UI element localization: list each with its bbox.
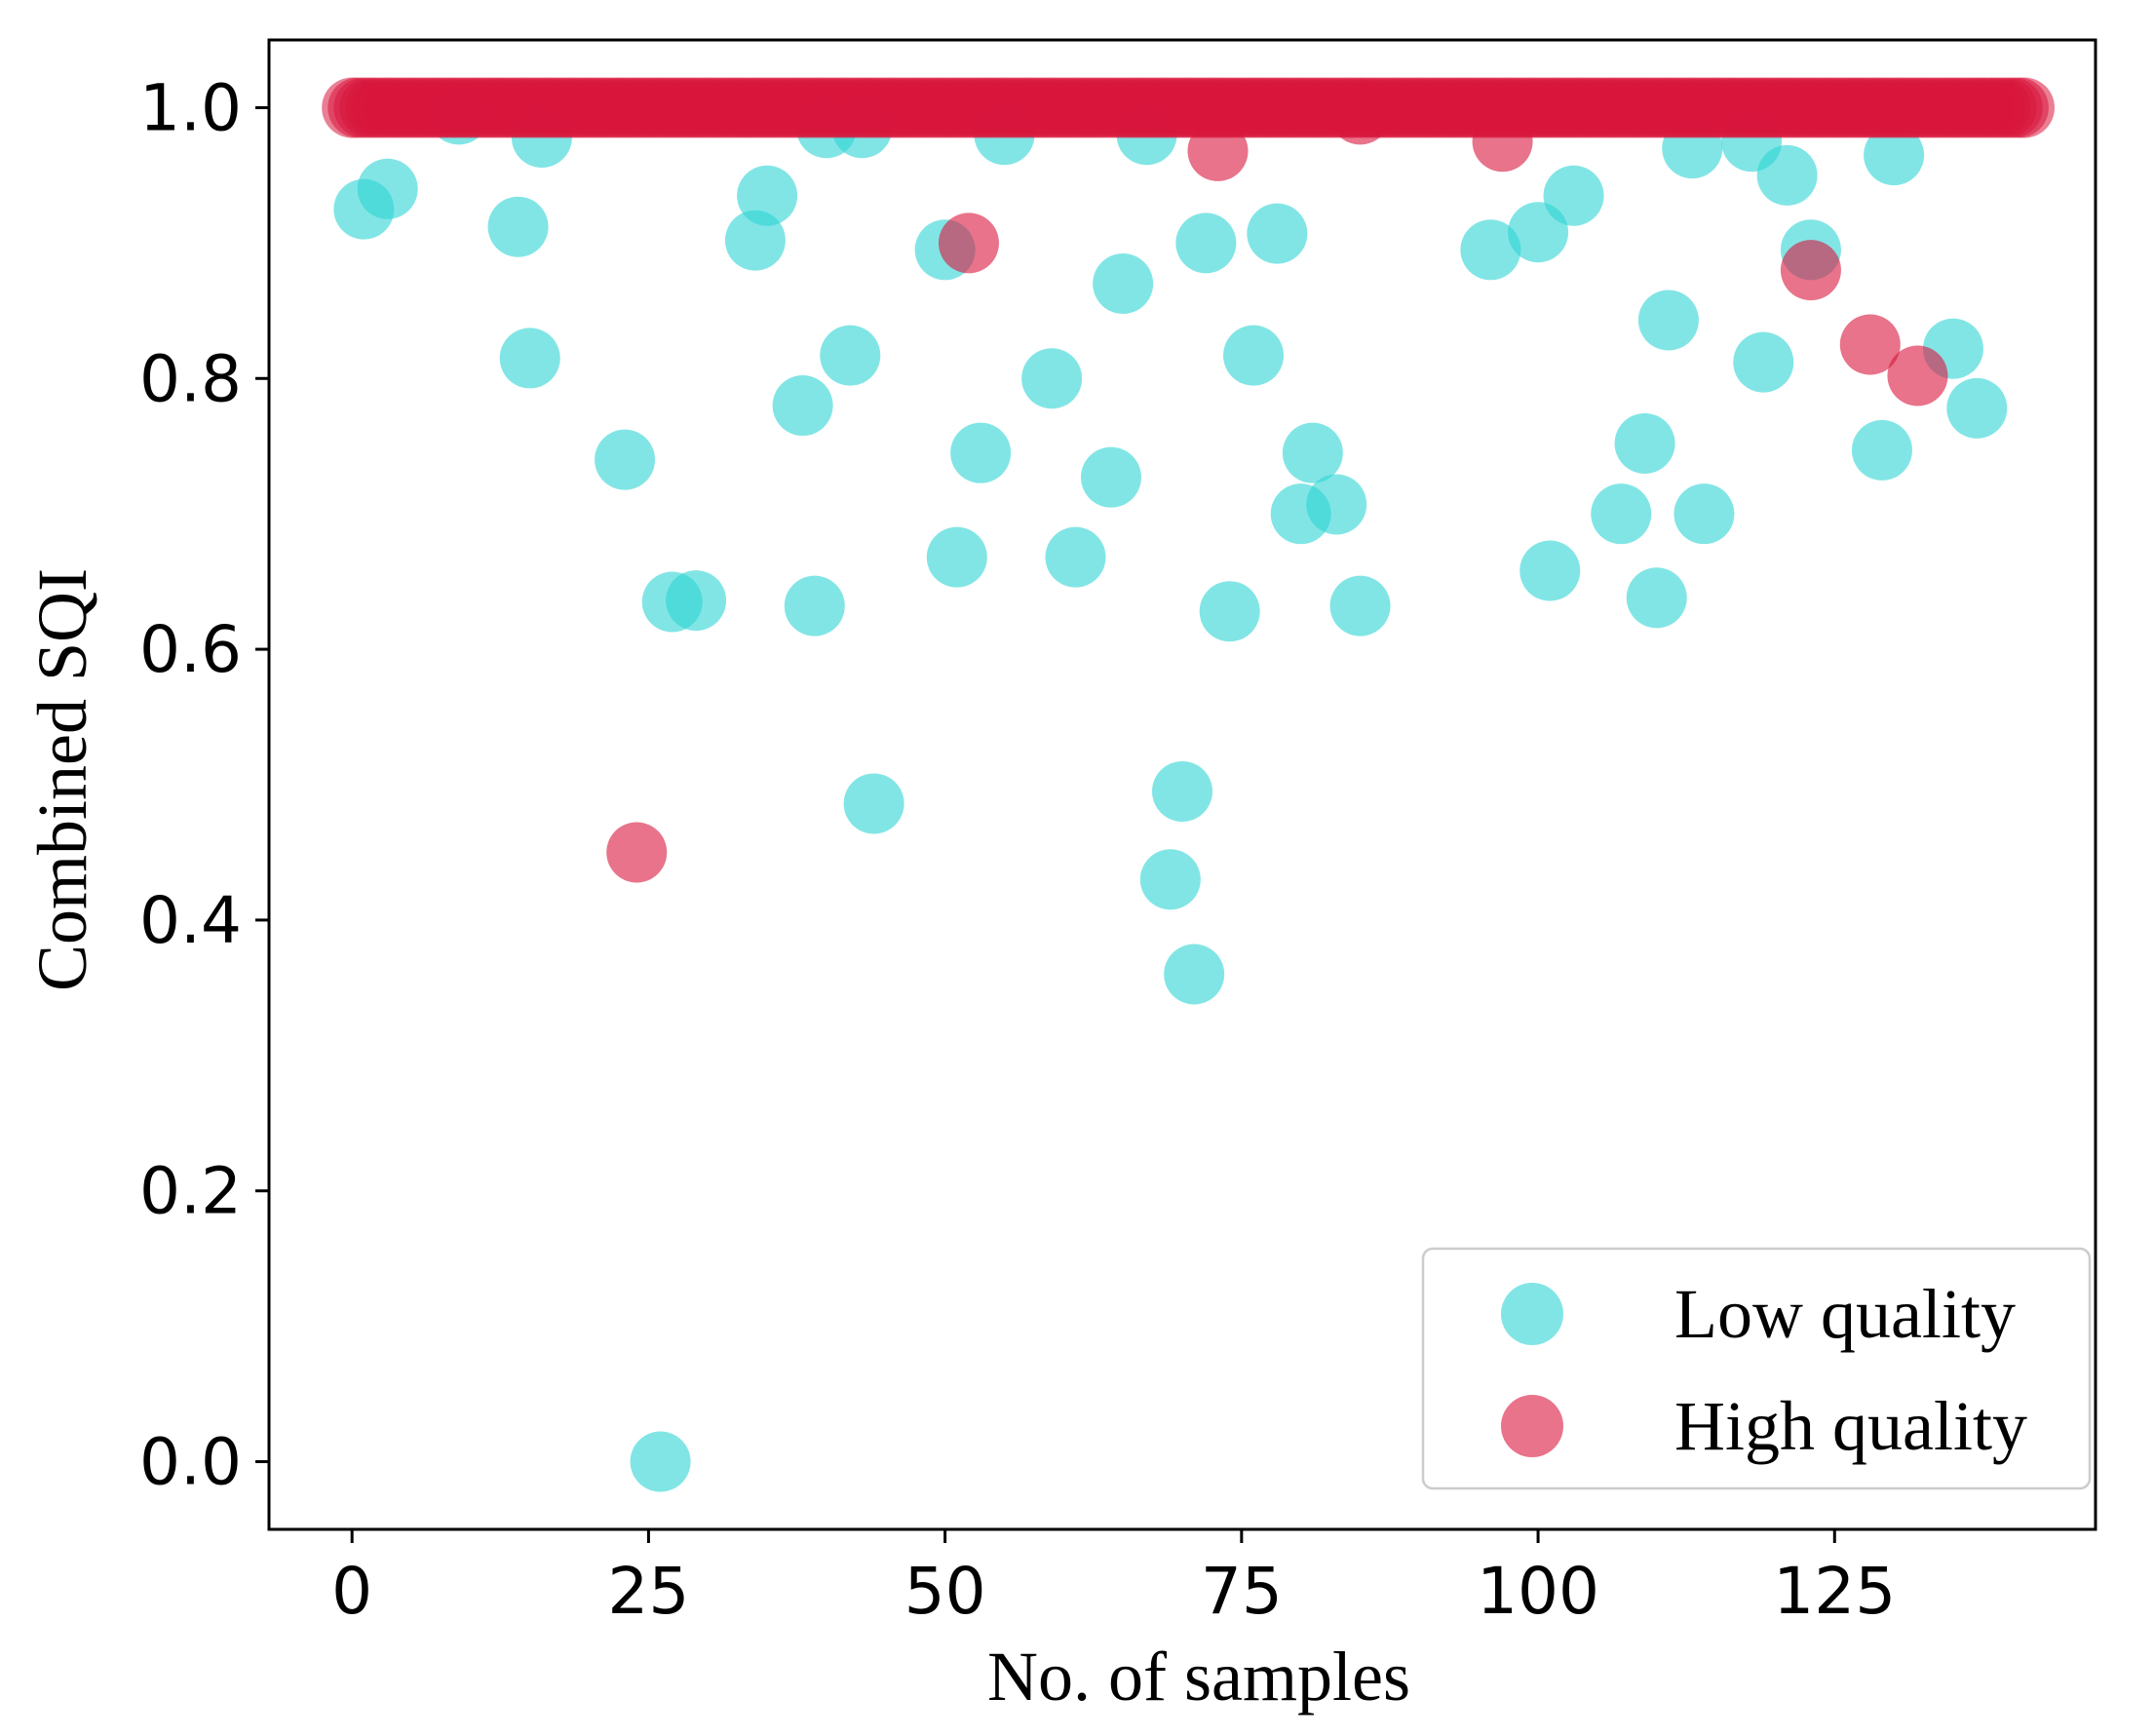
low-quality-point (1614, 412, 1675, 474)
low-quality-point (1864, 125, 1925, 186)
low-quality-point (1152, 760, 1212, 822)
x-axis: 0 25 50 75 100 125 (331, 1529, 1896, 1629)
low-quality-point (1519, 540, 1581, 601)
legend-swatch-high-quality (1501, 1395, 1563, 1457)
low-quality-point (1175, 212, 1237, 274)
high-quality-point (1780, 240, 1841, 301)
low-quality-point (820, 325, 881, 386)
low-quality-point (357, 158, 418, 219)
low-quality-point (1329, 575, 1391, 637)
low-quality-point (1543, 165, 1604, 226)
y-tick-label: 0.0 (139, 1425, 242, 1500)
high-quality-point (1472, 111, 1533, 173)
x-tick-label: 75 (1201, 1554, 1283, 1629)
y-axis-title: Combined SQI (23, 568, 101, 991)
plot-marks (322, 77, 2055, 1492)
low-quality-point (1247, 203, 1308, 264)
plot-frame (267, 38, 2097, 1531)
low-quality-point (737, 165, 798, 226)
legend: Low quality High quality (1421, 1247, 2092, 1490)
low-quality-point (1021, 348, 1083, 409)
high-quality-point (1887, 345, 1948, 406)
low-quality-point (1946, 377, 2008, 439)
high-quality-point (1329, 84, 1391, 145)
y-tick-label: 0.6 (139, 612, 242, 687)
low-quality-point (487, 196, 549, 257)
high-quality-point (1187, 120, 1249, 181)
y-tick-label: 0.4 (139, 883, 242, 958)
high-quality-point (606, 822, 668, 883)
low-quality-point (499, 328, 560, 389)
low-quality-point (1080, 446, 1141, 508)
legend-swatch-low-quality (1501, 1283, 1563, 1345)
high-quality-point (1839, 314, 1901, 375)
low-quality-point (1045, 526, 1106, 588)
low-quality-point (1733, 331, 1794, 393)
low-quality-point (595, 429, 656, 490)
low-quality-point (1851, 419, 1912, 481)
low-quality-point (630, 1431, 691, 1492)
low-quality-point (1673, 483, 1735, 545)
low-quality-point (772, 375, 833, 437)
y-tick-label: 1.0 (139, 70, 242, 145)
y-tick-label: 0.2 (139, 1154, 242, 1229)
low-quality-point (950, 422, 1012, 483)
low-quality-point (1282, 422, 1343, 483)
legend-box (1421, 1247, 2092, 1490)
low-quality-point (1093, 253, 1154, 315)
low-quality-point (1626, 567, 1687, 629)
low-quality-point (1460, 219, 1521, 281)
low-quality-point (1164, 944, 1225, 1005)
low-quality-point (1139, 849, 1201, 910)
low-quality-point (1223, 325, 1285, 386)
low-quality-point (1756, 144, 1818, 206)
low-quality-point (1637, 289, 1699, 351)
x-tick-label: 100 (1477, 1554, 1599, 1629)
low-quality-point (1591, 483, 1652, 545)
low-quality-point (926, 526, 987, 588)
x-tick-label: 125 (1773, 1554, 1896, 1629)
y-tick-label: 0.8 (139, 341, 242, 416)
low-quality-point (1306, 474, 1367, 535)
low-quality-point (666, 570, 727, 632)
x-tick-label: 50 (904, 1554, 986, 1629)
low-quality-point (784, 575, 845, 637)
x-axis-title: No. of samples (987, 1638, 1410, 1716)
legend-label-high-quality: High quality (1674, 1387, 2027, 1465)
low-quality-point (1199, 581, 1260, 642)
y-axis: 0.0 0.2 0.4 0.6 0.8 1.0 (139, 70, 269, 1500)
high-quality-point (1993, 77, 2055, 138)
x-tick-label: 0 (331, 1554, 372, 1629)
x-tick-label: 25 (607, 1554, 689, 1629)
high-quality-point (938, 212, 999, 274)
legend-label-low-quality: Low quality (1674, 1275, 2016, 1353)
low-quality-point (843, 773, 904, 834)
